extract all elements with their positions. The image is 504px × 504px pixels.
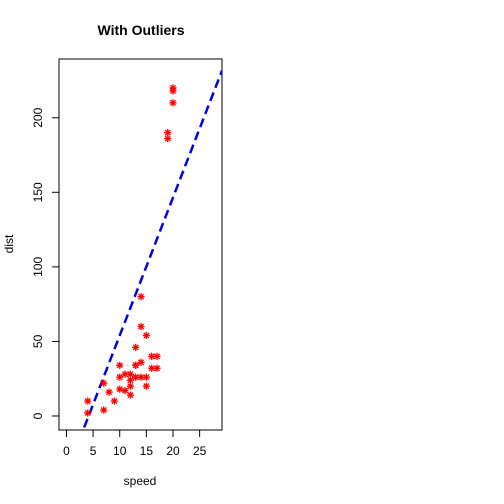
y-axis-label: dist xyxy=(2,234,16,253)
regression-line xyxy=(59,71,222,493)
x-tick-label: 5 xyxy=(90,444,97,458)
data-point xyxy=(169,84,176,91)
x-axis: 0 5 10 15 20 25 xyxy=(63,430,207,458)
x-tick-label: 10 xyxy=(113,444,127,458)
data-point xyxy=(84,409,91,416)
x-tick-label: 20 xyxy=(166,444,180,458)
x-tick-label: 25 xyxy=(193,444,207,458)
y-axis: 0 50 100 150 200 xyxy=(31,107,59,419)
data-point xyxy=(100,406,107,413)
data-point xyxy=(153,365,160,372)
data-point xyxy=(116,386,123,393)
data-point xyxy=(169,99,176,106)
y-tick-label: 50 xyxy=(31,334,45,348)
data-point xyxy=(116,362,123,369)
data-point xyxy=(127,392,134,399)
data-point xyxy=(143,332,150,339)
y-tick-label: 100 xyxy=(31,257,45,277)
y-tick-label: 200 xyxy=(31,107,45,127)
data-point xyxy=(137,359,144,366)
data-point xyxy=(153,353,160,360)
data-point xyxy=(100,380,107,387)
data-point xyxy=(132,344,139,351)
data-point xyxy=(105,389,112,396)
chart-title: With Outliers xyxy=(98,22,185,38)
plot-content xyxy=(59,71,222,493)
data-point xyxy=(137,293,144,300)
y-tick-label: 0 xyxy=(31,412,45,419)
x-tick-label: 15 xyxy=(140,444,154,458)
data-point xyxy=(137,323,144,330)
data-point xyxy=(143,383,150,390)
y-tick-label: 150 xyxy=(31,182,45,202)
x-axis-label: speed xyxy=(124,474,157,488)
data-point xyxy=(84,397,91,404)
data-point xyxy=(143,374,150,381)
x-tick-label: 0 xyxy=(63,444,70,458)
data-point xyxy=(164,129,171,136)
data-point xyxy=(111,397,118,404)
